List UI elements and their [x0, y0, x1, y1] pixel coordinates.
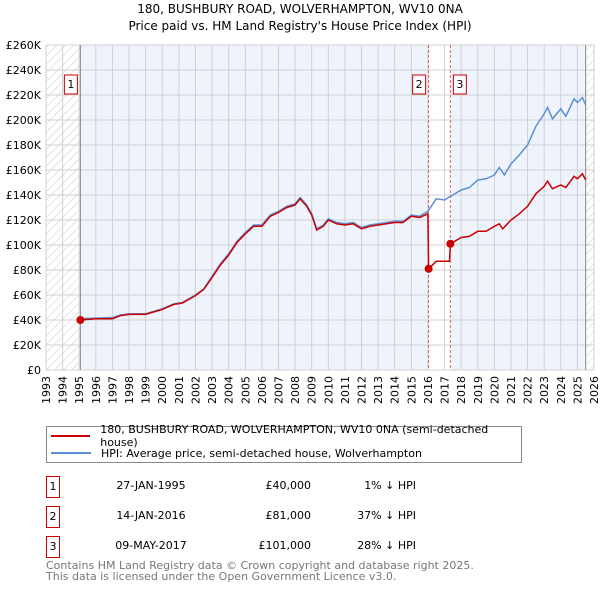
- sale-marker-label: 1: [67, 78, 74, 91]
- x-tick-label: 2024: [555, 376, 568, 404]
- legend-item-hpi: HPI: Average price, semi-detached house,…: [51, 445, 422, 461]
- x-tick-label: 2006: [256, 376, 269, 404]
- x-tick-label: 2012: [356, 376, 369, 404]
- legend-label: HPI: Average price, semi-detached house,…: [101, 446, 422, 460]
- y-tick-label: £220K: [6, 89, 42, 102]
- x-tick-label: 2016: [422, 376, 435, 404]
- y-tick-label: £120K: [6, 214, 42, 227]
- transaction-badge: 2: [46, 506, 60, 528]
- legend-item-property: 180, BUSHBURY ROAD, WOLVERHAMPTON, WV10 …: [51, 423, 521, 449]
- y-tick-label: £40K: [13, 314, 42, 327]
- x-tick-label: 2002: [189, 376, 202, 404]
- x-tick-label: 1995: [73, 376, 86, 404]
- price-chart: 1993 1994 1995 1996 1997 1998 1999 2000 2001 2002…: [6, 39, 600, 404]
- x-tick-label: 2017: [439, 376, 452, 404]
- x-tick-label: 2023: [538, 376, 551, 404]
- sale-marker-box: [412, 74, 427, 95]
- legend-swatch-red: [51, 435, 91, 437]
- x-tick-label: 1993: [40, 376, 53, 404]
- y-tick-label: £260K: [6, 39, 42, 52]
- legend: 180, BUSHBURY ROAD, WOLVERHAMPTON, WV10 …: [46, 423, 522, 463]
- y-tick-label: £240K: [6, 64, 42, 77]
- x-tick-label: 2015: [405, 376, 418, 404]
- y-tick-label: £140K: [6, 189, 42, 202]
- x-tick-label: 2018: [455, 376, 468, 404]
- x-tick-label: 2025: [571, 376, 584, 404]
- x-tick-label: 2005: [239, 376, 252, 404]
- x-tick-label: 2010: [322, 376, 335, 404]
- transaction-badge: 1: [46, 476, 60, 498]
- x-tick-label: 2000: [156, 376, 169, 404]
- x-tick-label: 2004: [223, 376, 236, 404]
- transaction-hpi-diff: 28% ↓ HPI: [357, 539, 416, 552]
- x-tick-label: 2026: [588, 376, 600, 404]
- x-tick-label: 2019: [472, 376, 485, 404]
- x-tick-label: 2009: [306, 376, 319, 404]
- y-tick-label: £160K: [6, 164, 42, 177]
- x-tick-label: 2003: [206, 376, 219, 404]
- chart-title: 180, BUSHBURY ROAD, WOLVERHAMPTON, WV10 …: [137, 2, 463, 16]
- x-tick-label: 2013: [372, 376, 385, 404]
- y-tick-label: £20K: [13, 339, 42, 352]
- legend-label: 180, BUSHBURY ROAD, WOLVERHAMPTON, WV10 …: [100, 423, 489, 449]
- y-tick-label: £80K: [13, 264, 42, 277]
- price-paid-line: [80, 172, 587, 321]
- x-tick-label: 2014: [389, 376, 402, 404]
- x-tick-label: 1994: [57, 376, 70, 404]
- y-tick-label: £0: [27, 364, 41, 377]
- legend-swatch-blue: [51, 452, 91, 454]
- sale-gap-band: [428, 45, 451, 370]
- transaction-hpi-diff: 37% ↓ HPI: [357, 509, 416, 522]
- x-tick-label: 1999: [140, 376, 153, 404]
- x-tick-label: 2001: [173, 376, 186, 404]
- y-tick-label: £180K: [6, 139, 42, 152]
- plot-background: [46, 45, 594, 370]
- sale-point: [424, 264, 433, 273]
- footer-line-1: Contains HM Land Registry data © Crown c…: [46, 559, 474, 572]
- sale-marker-label: 2: [416, 78, 423, 91]
- x-tick-label: 2008: [289, 376, 302, 404]
- sale-marker-label: 3: [456, 78, 463, 91]
- x-tick-label: 2022: [522, 376, 535, 404]
- transaction-row: 2 14-JAN-2016 £81,000 37% ↓ HPI: [46, 506, 446, 528]
- transaction-price: £40,000: [265, 479, 312, 492]
- transaction-hpi-diff: 1% ↓ HPI: [364, 479, 416, 492]
- transaction-price: £81,000: [265, 509, 312, 522]
- transaction-date: 09-MAY-2017: [115, 539, 187, 552]
- transaction-badge: 3: [46, 536, 60, 558]
- x-tick-label: 1998: [123, 376, 136, 404]
- footer-line-2: This data is licensed under the Open Gov…: [46, 570, 397, 583]
- sale-marker-box: [63, 74, 78, 95]
- y-tick-label: £60K: [13, 289, 42, 302]
- sale-point: [446, 239, 455, 248]
- transaction-row: 3 09-MAY-2017 £101,000 28% ↓ HPI: [46, 536, 446, 558]
- sale-marker-box: [452, 74, 467, 95]
- chart-subtitle: Price paid vs. HM Land Registry's House …: [128, 19, 472, 33]
- x-tick-label: 1996: [90, 376, 103, 404]
- y-tick-label: £100K: [6, 239, 42, 252]
- x-tick-label: 2011: [339, 376, 352, 404]
- transaction-date: 14-JAN-2016: [116, 509, 186, 522]
- x-tick-label: 2021: [505, 376, 518, 404]
- transaction-row: 1 27-JAN-1995 £40,000 1% ↓ HPI: [46, 476, 446, 498]
- hatched-region: [585, 45, 594, 370]
- x-tick-label: 2020: [488, 376, 501, 404]
- hatched-region: [46, 45, 81, 370]
- x-tick-label: 1997: [106, 376, 119, 404]
- sale-point: [76, 316, 85, 324]
- x-tick-label: 2007: [272, 376, 285, 404]
- transaction-price: £101,000: [258, 539, 312, 552]
- transaction-date: 27-JAN-1995: [116, 479, 186, 492]
- y-tick-label: £200K: [6, 114, 42, 127]
